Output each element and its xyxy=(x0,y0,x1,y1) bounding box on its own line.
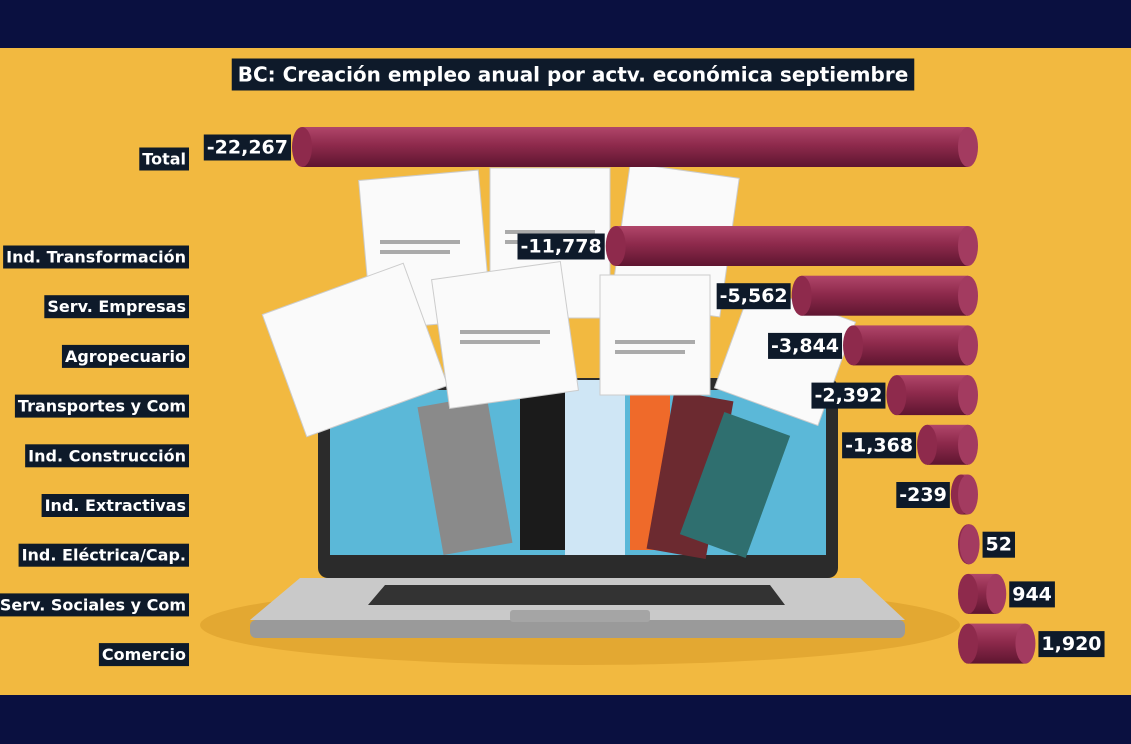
value-label: -5,562 xyxy=(720,285,788,307)
bar-right-end xyxy=(986,573,1007,614)
category-label-background xyxy=(41,494,189,517)
top-band xyxy=(0,0,1131,48)
category-label: Total xyxy=(142,150,186,169)
value-label: -1,368 xyxy=(845,434,913,456)
category-label-background xyxy=(44,295,189,319)
category-label-background xyxy=(98,643,190,667)
bar-right-end xyxy=(958,474,978,515)
bar-right-end xyxy=(958,127,978,167)
category-label: Ind. Transformación xyxy=(6,248,186,267)
value-label-background xyxy=(1038,631,1105,658)
bar xyxy=(853,325,968,366)
value-label: -2,392 xyxy=(814,385,882,407)
bottom-band xyxy=(0,695,1131,744)
category-label: Ind. Eléctrica/Cap. xyxy=(22,546,186,565)
value-label-background xyxy=(811,382,886,409)
value-label-background xyxy=(1009,581,1055,608)
bar-left-end xyxy=(843,325,864,366)
title-background xyxy=(231,58,915,91)
chart-title: BC: Creación empleo anual por actv. econ… xyxy=(238,63,909,87)
value-label-background xyxy=(842,432,917,459)
value-label: -239 xyxy=(899,484,947,506)
bar xyxy=(801,275,968,316)
laptop-illustration xyxy=(200,162,960,665)
category-label: Comercio xyxy=(102,645,186,664)
bar-left-end xyxy=(958,623,978,664)
category-label: Serv. Sociales y Com xyxy=(0,595,186,614)
value-label: 1,920 xyxy=(1041,633,1101,655)
value-label-background xyxy=(768,332,843,359)
category-label-background xyxy=(61,344,190,368)
bar-right-end xyxy=(1015,623,1036,664)
bar-left-end xyxy=(958,573,978,614)
category-label: Ind. Construcción xyxy=(28,446,186,465)
bar xyxy=(615,226,968,266)
value-label: 944 xyxy=(1012,583,1052,605)
bar-left-end xyxy=(292,127,312,167)
bar-left-end xyxy=(886,375,907,416)
category-label-background xyxy=(139,147,189,171)
value-label-background xyxy=(896,482,950,508)
value-label: -3,844 xyxy=(771,335,839,357)
value-label-background xyxy=(517,233,605,260)
bar-right-end xyxy=(959,524,980,565)
category-label: Agropecuario xyxy=(65,347,186,366)
value-label-background xyxy=(716,283,791,310)
value-label: -11,778 xyxy=(521,236,602,258)
value-label-background xyxy=(982,531,1016,558)
category-label: Transportes y Com xyxy=(18,397,186,416)
bar-right-end xyxy=(958,424,978,465)
bar-right-end xyxy=(958,226,978,266)
category-label-background xyxy=(3,245,189,269)
value-label-background xyxy=(203,134,291,161)
bar-right-end xyxy=(958,275,978,316)
category-label-background xyxy=(25,444,189,468)
bar-left-end xyxy=(605,226,626,266)
bar xyxy=(302,127,968,167)
category-label-background xyxy=(0,593,189,617)
value-label: 52 xyxy=(986,534,1012,556)
bar xyxy=(896,375,968,416)
bar-left-end xyxy=(917,424,938,465)
value-label: -22,267 xyxy=(207,137,288,159)
category-label-background xyxy=(18,543,189,567)
category-label: Ind. Extractivas xyxy=(45,496,186,515)
bar-left-end xyxy=(791,275,812,316)
bar-right-end xyxy=(958,325,978,366)
category-label: Serv. Empresas xyxy=(47,297,186,316)
category-label-background xyxy=(14,394,189,418)
bar-right-end xyxy=(958,375,978,416)
